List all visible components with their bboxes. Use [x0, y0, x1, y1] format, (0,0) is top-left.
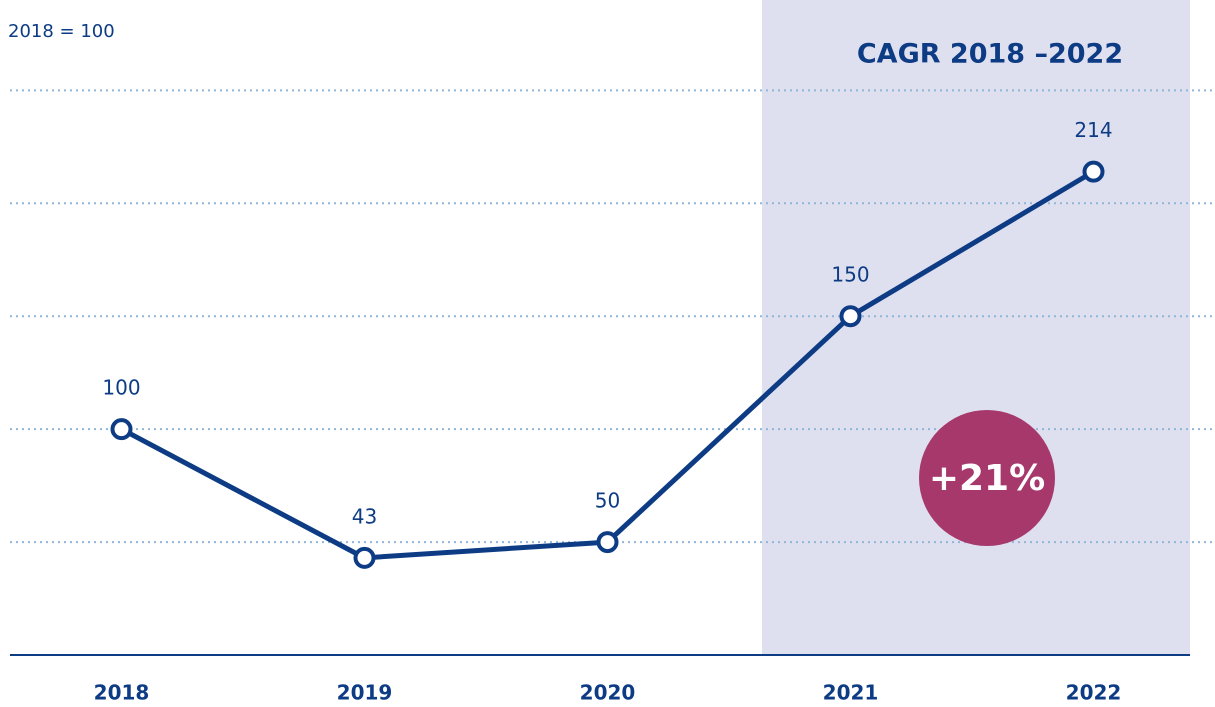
data-label: 50	[595, 489, 620, 513]
x-tick-label: 2020	[580, 681, 636, 705]
x-tick-label: 2019	[337, 681, 393, 705]
x-tick-label: 2018	[94, 681, 150, 705]
data-point	[110, 418, 133, 441]
plot: 100 43 50 150 214	[102, 118, 1113, 569]
cagr-bubble	[919, 410, 1055, 546]
data-point	[596, 531, 619, 554]
annotation-title: CAGR 2018 –2022	[857, 39, 1123, 70]
cagr-value: +21%	[929, 458, 1045, 499]
data-label: 100	[102, 376, 140, 400]
x-tick-label: 2022	[1066, 681, 1122, 705]
data-point	[1082, 160, 1105, 183]
data-point	[353, 546, 376, 569]
data-label: 43	[352, 504, 377, 528]
subtitle: 2018 = 100	[8, 21, 115, 42]
data-label: 214	[1074, 118, 1112, 142]
highlight-region	[762, 0, 1190, 655]
data-point	[839, 305, 862, 328]
data-label: 150	[831, 263, 869, 287]
x-tick-label: 2021	[823, 681, 879, 705]
